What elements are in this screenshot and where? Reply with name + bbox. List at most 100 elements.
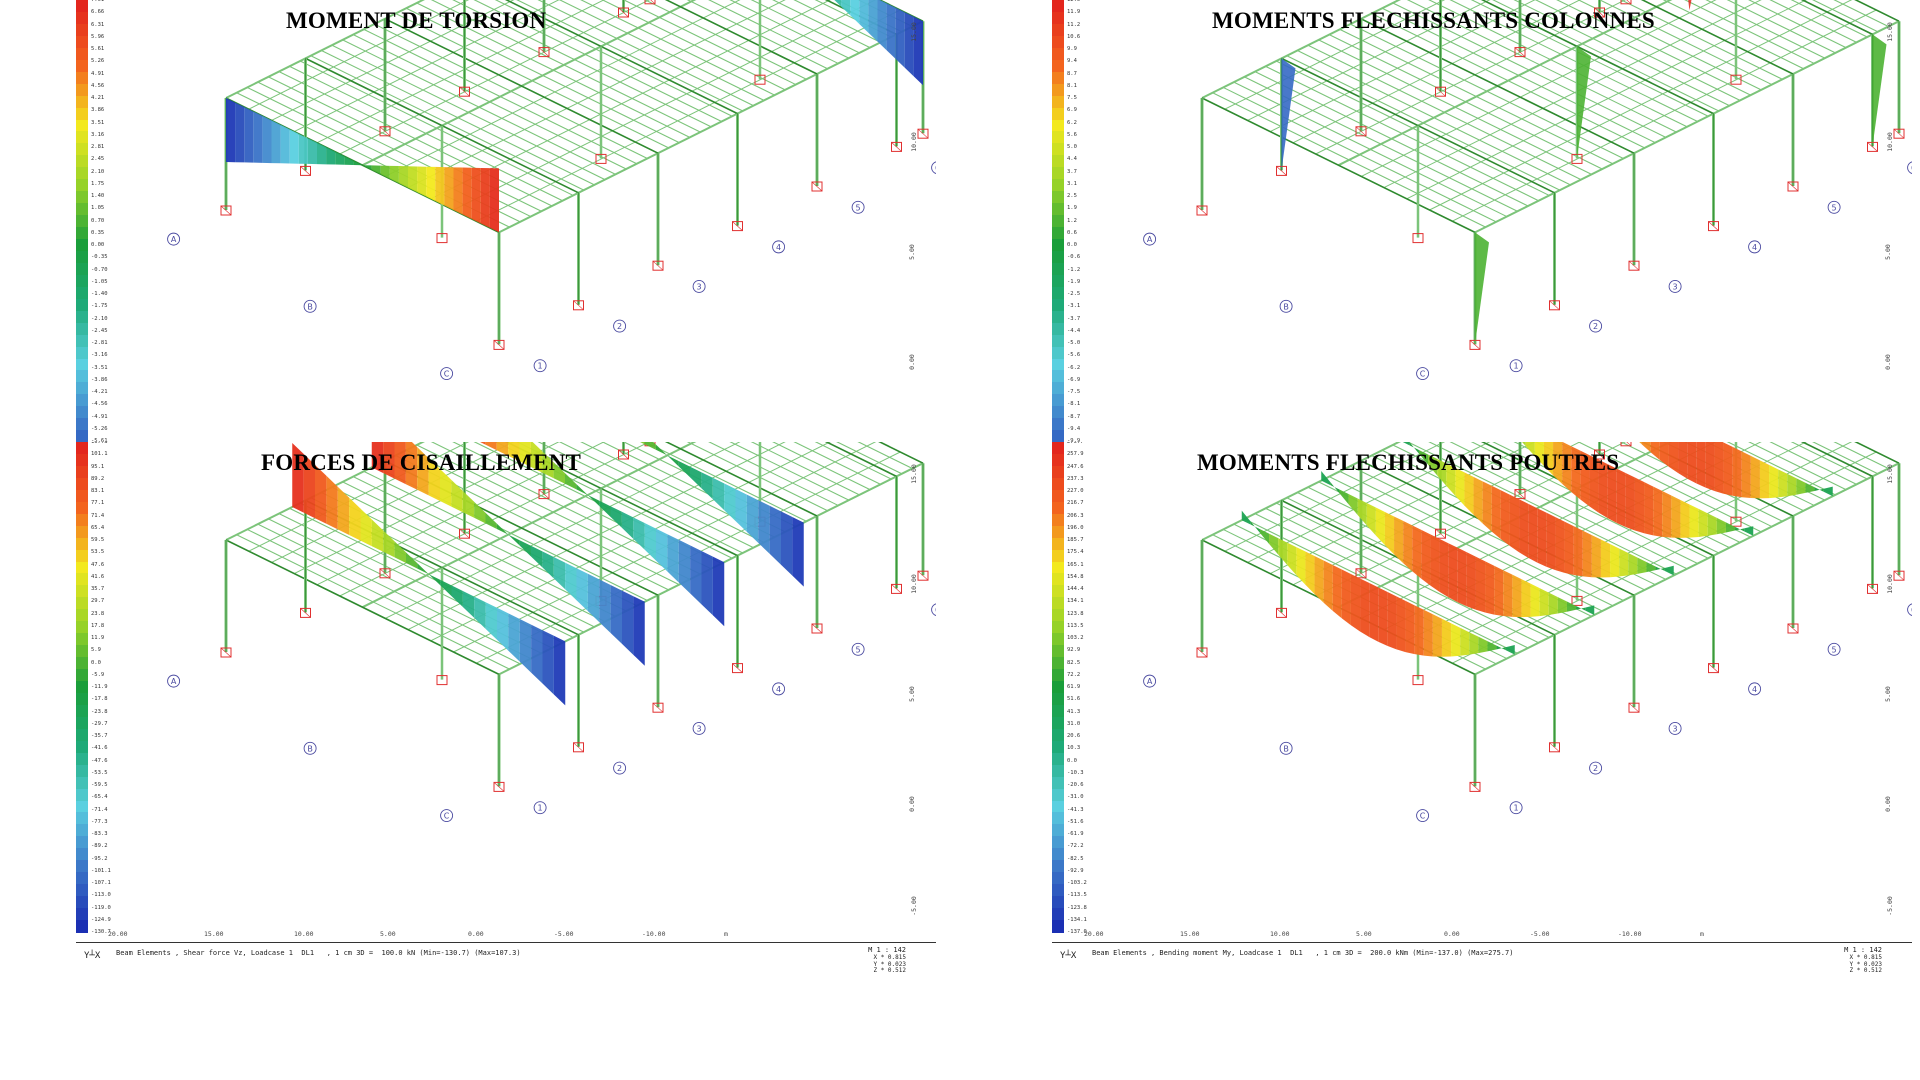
legend-tick: -2.5 bbox=[1067, 291, 1081, 297]
legend-tick: 0.00 bbox=[91, 242, 105, 248]
legend-tick: 175.4 bbox=[1067, 549, 1084, 556]
legend-tick: 23.8 bbox=[91, 610, 105, 617]
legend-tick: 82.5 bbox=[1067, 659, 1081, 666]
legend-tick: -6.2 bbox=[1067, 364, 1081, 371]
y-tick: 0.00 bbox=[1883, 354, 1892, 370]
legend-tick: -59.5 bbox=[91, 782, 108, 788]
legend-tick: 89.2 bbox=[91, 475, 105, 482]
legend-tick: -6.9 bbox=[1067, 376, 1081, 383]
legend-tick: -31.0 bbox=[1067, 794, 1084, 801]
x-tick: -5.00 bbox=[1530, 930, 1550, 938]
legend-tick: -0.70 bbox=[91, 266, 108, 273]
legend-tick: 0.0 bbox=[1067, 242, 1077, 248]
x-tick: m bbox=[724, 930, 728, 938]
grid-axis-label: 1 bbox=[1514, 362, 1519, 371]
y-tick: 15.00 bbox=[1885, 22, 1894, 42]
legend-tick: 144.4 bbox=[1067, 586, 1084, 592]
legend-tick: -17.8 bbox=[91, 696, 108, 703]
x-tick: 0.00 bbox=[1444, 930, 1460, 938]
grid-axis-label: 1 bbox=[1514, 804, 1519, 813]
legend-tick: -113.0 bbox=[91, 892, 111, 899]
legend-tick: 1.9 bbox=[1067, 205, 1077, 212]
legend-tick: -107.1 bbox=[91, 880, 111, 886]
legend-tick: -10.3 bbox=[1067, 769, 1084, 776]
view-y: Y * 0.023 bbox=[873, 960, 906, 968]
legend-tick: 0.70 bbox=[91, 217, 105, 224]
legend-tick: 6.66 bbox=[91, 9, 105, 16]
legend-tick: -41.6 bbox=[91, 745, 108, 752]
legend-tick: 5.26 bbox=[91, 58, 105, 65]
legend-tick: 3.51 bbox=[91, 119, 105, 126]
legend-tick: 154.8 bbox=[1067, 573, 1084, 580]
legend-tick: -20.6 bbox=[1067, 782, 1084, 788]
grid-axis-label: C bbox=[444, 370, 450, 379]
y-tick: 15.00 bbox=[1885, 464, 1894, 484]
legend-tick: 2.45 bbox=[91, 156, 105, 163]
grid-axis-label: 2 bbox=[617, 322, 622, 331]
legend-tick: -4.91 bbox=[91, 413, 108, 420]
grid-axis-label: 2 bbox=[1593, 322, 1598, 331]
legend-tick: -3.1 bbox=[1067, 303, 1081, 310]
legend-tick: -3.51 bbox=[91, 364, 108, 371]
legend-tick: -2.10 bbox=[91, 315, 108, 322]
legend-tick: 72.2 bbox=[1067, 671, 1081, 678]
y-tick: 10.00 bbox=[909, 132, 918, 152]
legend-tick: -3.16 bbox=[91, 352, 108, 359]
y-tick: 15.00 bbox=[909, 22, 918, 42]
legend-tick: 1.05 bbox=[91, 205, 105, 212]
legend-tick: 11.9 bbox=[91, 635, 105, 641]
legend-tick: -35.7 bbox=[91, 733, 108, 739]
diagram-title: MOMENT DE TORSION bbox=[286, 8, 547, 33]
legend-tick: 185.7 bbox=[1067, 537, 1084, 543]
legend-tick: 41.3 bbox=[1067, 708, 1081, 715]
legend-tick: -119.0 bbox=[91, 904, 111, 911]
y-tick: 10.00 bbox=[1885, 132, 1894, 152]
grid-axis-label: 3 bbox=[1673, 282, 1678, 291]
color-legend-bar bbox=[76, 0, 88, 491]
legend-tick: -3.86 bbox=[91, 376, 108, 383]
x-tick: 10.00 bbox=[294, 930, 314, 938]
grid-axis-label: A bbox=[171, 235, 177, 244]
legend-tick: -92.9 bbox=[1067, 867, 1084, 874]
legend-tick: 31.0 bbox=[1067, 720, 1081, 727]
legend-tick: 1.2 bbox=[1067, 217, 1077, 224]
view-direction: X * 0.815 Y * 0.023 Z * 0.512 bbox=[873, 954, 906, 974]
x-tick: 20.00 bbox=[108, 930, 128, 938]
grid-axis-label: 4 bbox=[776, 243, 781, 252]
legend-tick: 51.6 bbox=[1067, 696, 1081, 703]
legend-tick: 53.5 bbox=[91, 549, 105, 556]
legend-tick: 2.81 bbox=[91, 144, 105, 150]
legend-tick: 6.9 bbox=[1067, 107, 1077, 114]
grid-axis-label: 5 bbox=[856, 645, 861, 654]
legend-tick: 4.4 bbox=[1067, 156, 1077, 163]
legend-tick: 206.3 bbox=[1067, 512, 1084, 519]
legend-tick: 5.6 bbox=[1067, 131, 1077, 138]
diagram-title: MOMENTS FLECHISSANTS POUTRES bbox=[1197, 450, 1620, 475]
y-tick: 0.00 bbox=[1883, 796, 1892, 812]
legend-tick: 1.75 bbox=[91, 180, 105, 187]
legend-tick: 103.2 bbox=[1067, 635, 1084, 641]
grid-axis-label: 6 bbox=[935, 606, 936, 615]
x-tick: 10.00 bbox=[1270, 930, 1290, 938]
legend-tick: -123.8 bbox=[1067, 904, 1087, 911]
legend-tick: -1.05 bbox=[91, 278, 108, 285]
legend-tick: 10.3 bbox=[1067, 745, 1081, 752]
legend-tick: -137.0 bbox=[1067, 929, 1087, 935]
legend-tick: 247.6 bbox=[1067, 463, 1084, 470]
legend-tick: -5.0 bbox=[1067, 340, 1081, 346]
grid-axis-label: 3 bbox=[697, 282, 702, 291]
frame-model-3d: 1234567ABC bbox=[1143, 0, 1912, 380]
grid-axis-label: 1 bbox=[538, 362, 543, 371]
legend-tick: 6.31 bbox=[91, 21, 105, 28]
legend-tick: -47.6 bbox=[91, 757, 108, 764]
grid-axis-label: 4 bbox=[776, 685, 781, 694]
result-caption: Beam Elements , Shear force Vz, Loadcase… bbox=[116, 949, 521, 957]
legend-tick: -9.9 bbox=[1067, 438, 1081, 444]
legend-tick: 196.0 bbox=[1067, 524, 1084, 531]
legend-tick: 4.91 bbox=[91, 70, 105, 77]
grid-axis-label: 3 bbox=[1673, 724, 1678, 733]
legend-tick: 2.10 bbox=[91, 168, 105, 175]
legend-tick: -1.75 bbox=[91, 303, 108, 310]
grid-axis-label: 2 bbox=[617, 764, 622, 773]
